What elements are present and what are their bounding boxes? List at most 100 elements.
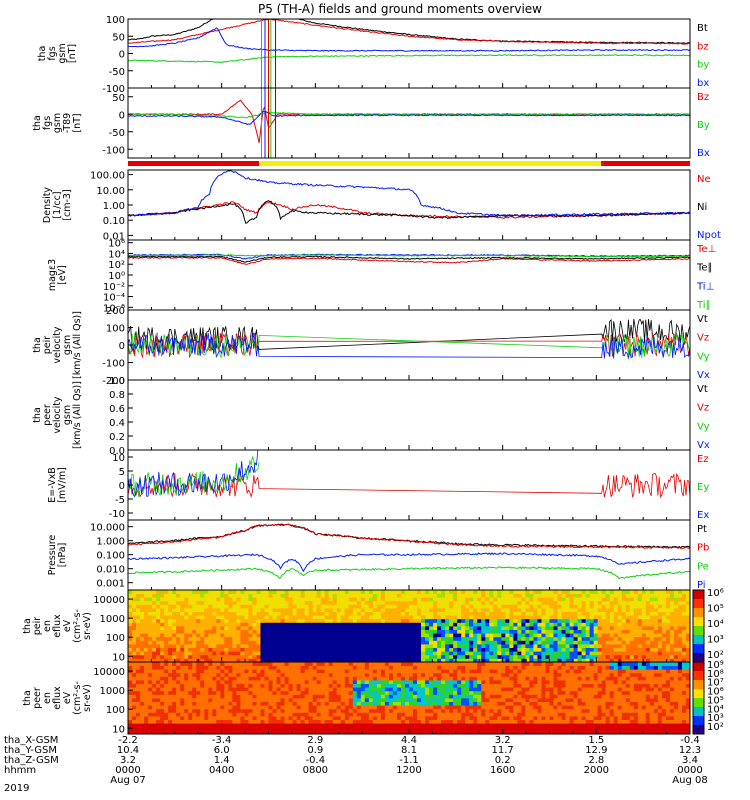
y-axis-label: -T89	[62, 113, 73, 133]
series-group	[128, 523, 690, 580]
series-line	[128, 170, 690, 217]
series-line	[128, 19, 690, 45]
series-line	[128, 19, 690, 45]
legend-label: Te⊥	[696, 244, 716, 255]
y-axis-label: peer	[42, 404, 53, 426]
x-tick-value: 8.1	[401, 745, 417, 756]
x-tick-value: -0.4	[680, 735, 700, 746]
y-axis-label: eflux	[52, 686, 63, 710]
colorbar-step	[693, 617, 704, 627]
y-tick-label: 0.2	[109, 432, 125, 443]
series-group	[128, 170, 690, 224]
colorbar-tick-label: 10⁷	[707, 678, 724, 689]
series-line	[128, 254, 690, 258]
y-axis-label: [cm-3]	[62, 189, 73, 220]
legend-label: Pt	[697, 524, 707, 535]
x-tick-value: 12.3	[679, 745, 701, 756]
x-tick-value: 1200	[396, 765, 421, 776]
y-tick-label: 100	[106, 705, 125, 716]
colorbar-step	[693, 662, 704, 672]
y-axis-label: tha	[32, 407, 43, 423]
y-axis-label: peir	[32, 617, 43, 636]
x-tick-value: -2.2	[118, 735, 138, 746]
y-tick-label: 100	[106, 324, 125, 335]
y-axis-label: Pressure	[47, 535, 58, 576]
x-tick-value: -0.4	[306, 755, 326, 766]
x-tick-value: 1.4	[214, 755, 230, 766]
legend-label: Vx	[697, 370, 710, 381]
y-tick-label: 0.01	[103, 231, 125, 242]
x-tick-value: 0.9	[307, 745, 323, 756]
series-line	[128, 256, 690, 265]
y-axis-label: en	[42, 692, 53, 704]
panel-frame	[127, 379, 691, 451]
y-axis-label: sr-eV)	[82, 612, 93, 640]
y-tick-label: -200	[102, 376, 125, 387]
y-tick-label: -50	[109, 128, 125, 139]
y-axis-label: eV	[62, 691, 73, 704]
x-row-label: tha_Y-GSM	[4, 745, 57, 756]
mode-bar-segment	[259, 161, 602, 166]
legend-label: by	[697, 60, 709, 71]
colorbar-tick-label: 10⁴	[707, 619, 724, 630]
x-tick-value: 2.9	[307, 735, 323, 746]
colorbar-step	[693, 608, 704, 618]
colorbar-frame	[692, 661, 705, 735]
colorbar-step	[693, 698, 704, 708]
y-axis-label: (cm²-s-	[72, 609, 83, 643]
legend-label: Ti∥	[696, 300, 711, 311]
panel-6: Vt Vz Vy Vx 1.0 0.8 0.6 0.4 0.2 0.0 tha peer velocit…	[32, 376, 710, 457]
y-tick-label: 0.6	[109, 404, 125, 415]
legend-label: Ez	[697, 454, 709, 465]
y-tick-label: 0	[119, 341, 125, 352]
series-group	[128, 318, 690, 360]
x-tick-value: 6.0	[214, 745, 230, 756]
y-axis-label: tha	[37, 46, 48, 62]
legend-label: Vx	[697, 440, 710, 451]
y-tick-label: 10	[112, 724, 125, 735]
legend-label: Ni	[697, 202, 707, 213]
legend-label: Pe	[697, 561, 709, 572]
y-axis-label: Density	[42, 187, 53, 223]
y-tick-label: 0.100	[96, 551, 125, 562]
colorbar-step	[693, 653, 704, 663]
y-tick-label: 0.010	[96, 565, 125, 576]
y-tick-label: 0	[119, 481, 125, 492]
y-axis-label: velocity	[52, 396, 63, 434]
y-tick-label: 10000	[93, 667, 125, 678]
panel-frame	[127, 18, 691, 89]
colorbar-step	[693, 635, 704, 645]
x-tick-value: 0000	[115, 765, 140, 776]
y-axis-label: tha	[22, 690, 33, 706]
y-axis-label: sr-eV)	[82, 684, 93, 712]
y-axis-label: [1/cc]	[52, 191, 63, 218]
x-row-label: hhmm	[4, 765, 36, 776]
legend-label: Bt	[697, 23, 708, 34]
y-axis-label: fgs	[47, 46, 58, 60]
y-tick-label: 1.000	[96, 537, 125, 548]
x-tick-value: 4.4	[401, 735, 417, 746]
colorbar-step	[693, 680, 704, 690]
panel-frame	[127, 169, 691, 241]
y-tick-label: -10	[109, 509, 125, 520]
x-tick-value: 11.7	[492, 745, 514, 756]
series-line	[128, 255, 690, 263]
legend-label: Pi	[697, 580, 706, 591]
spectrogram	[128, 590, 690, 662]
series-group	[128, 88, 690, 158]
colorbar-tick-label: 10³	[707, 635, 724, 646]
y-tick-label: 10000	[93, 595, 125, 606]
colorbar-step	[693, 725, 704, 735]
colorbar-tick-label: 10²	[707, 722, 724, 733]
mode-bar-segment	[601, 161, 690, 166]
colorbar-tick-label: 10³	[707, 713, 724, 724]
legend-label: Ti⊥	[696, 281, 714, 292]
y-axis-label: peir	[42, 336, 53, 355]
legend-label: Pb	[697, 543, 709, 554]
x-row-label: tha_X-GSM	[4, 735, 58, 746]
y-tick-label: 0.0	[109, 446, 125, 457]
x-axis-annotation: tha_X-GSMtha_Y-GSMtha_Z-GSMhhmm2019-2.21…	[4, 735, 708, 794]
y-axis-label: gsm	[62, 335, 73, 355]
colorbar-tick-label: 10⁸	[707, 669, 724, 680]
